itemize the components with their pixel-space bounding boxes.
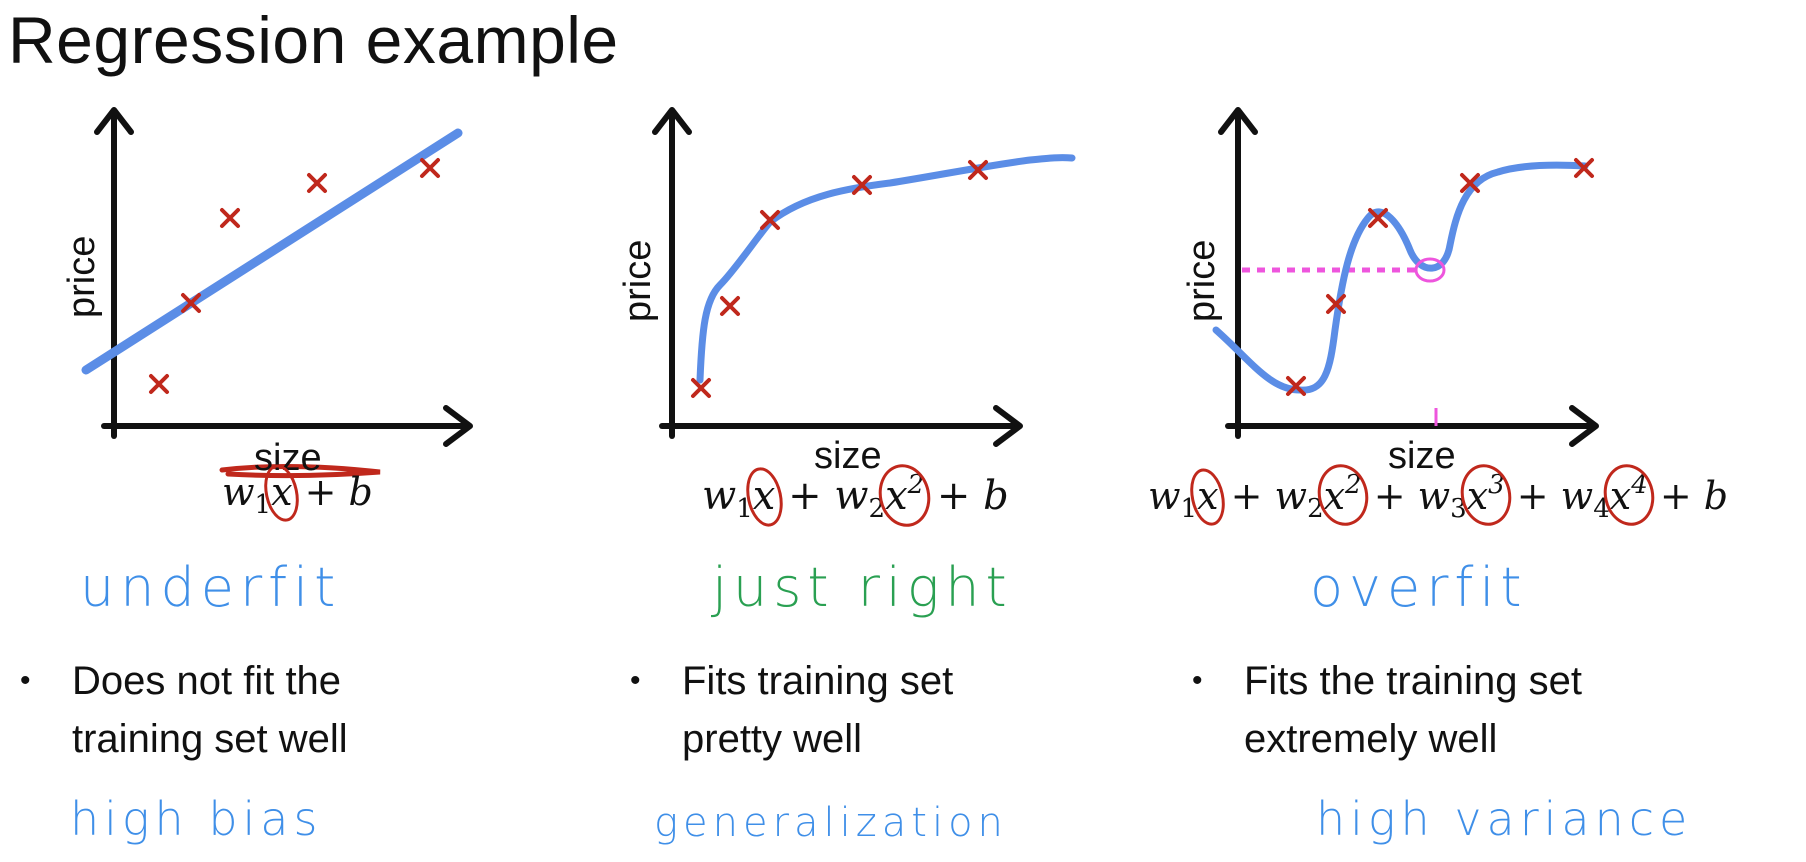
formula-exponent: 3 <box>1488 470 1505 500</box>
data-point <box>1368 208 1388 228</box>
data-point <box>760 210 780 230</box>
data-point <box>220 208 240 228</box>
formula-term: w <box>702 473 737 519</box>
bullet-text: Fits the training set extremely well <box>1244 659 1582 761</box>
formula-term: w <box>222 470 255 514</box>
formula-variable: x <box>271 470 293 514</box>
fit-label-underfit: underfit <box>80 556 342 619</box>
formula-exponent: 2 <box>907 470 925 500</box>
data-point <box>691 378 711 398</box>
bullet-underfit: • Does not fit the training set well <box>20 652 472 768</box>
fit-curve <box>1212 161 1589 394</box>
x-axis-arrow <box>443 405 473 447</box>
y-axis-label: price <box>61 236 103 318</box>
chart-just-right: size price <box>617 107 1076 477</box>
chart-underfit: size price <box>61 107 473 479</box>
fit-curve <box>700 160 1030 385</box>
bullet-text: Fits training set pretty well <box>682 659 954 761</box>
bullet-just-right: • Fits training set pretty well <box>630 652 1062 768</box>
data-point <box>852 175 872 195</box>
bottom-label-high-bias: high bias <box>70 792 323 846</box>
formula-base: x <box>1323 474 1346 518</box>
bottom-label-high-variance: high variance <box>1316 792 1693 846</box>
formula-term: + b <box>936 473 1009 519</box>
formula-term: w <box>1148 474 1181 518</box>
x-axis-arrow <box>1569 405 1599 447</box>
data-point <box>149 374 169 394</box>
x-axis-label: size <box>1388 435 1456 477</box>
axes <box>652 107 1023 447</box>
formula-variable: x2 <box>885 470 924 519</box>
bullet-overfit: • Fits the training set extremely well <box>1192 652 1724 768</box>
fit-label-just-right: just right <box>712 556 1013 619</box>
data-points <box>691 160 988 398</box>
formula-term: + w <box>1230 474 1308 518</box>
y-axis-arrow <box>652 107 692 135</box>
formula-term: + b <box>304 470 373 514</box>
chart-overfit: size price <box>1181 107 1599 477</box>
data-point <box>420 158 440 178</box>
highlight-circle <box>1414 257 1446 283</box>
formula-underfit: w1x + b <box>222 470 373 520</box>
formula-overfit: w1x + w2x2 + w3x3 + w4x4 + b <box>1148 470 1728 524</box>
formula-term: + w <box>1516 474 1594 518</box>
bullet-dot: • <box>1192 664 1203 697</box>
y-axis-label: price <box>1181 240 1223 322</box>
y-axis-label: price <box>617 240 659 322</box>
formula-base: x <box>1466 474 1489 518</box>
data-point <box>968 160 988 180</box>
bullet-text: Does not fit the training set well <box>72 659 348 761</box>
formula-variable: x <box>1197 474 1219 518</box>
data-point <box>1326 294 1346 314</box>
formula-base: x <box>885 473 908 519</box>
y-axis-arrow <box>1218 107 1258 135</box>
data-point <box>307 173 327 193</box>
x-axis-arrow <box>993 405 1023 447</box>
formula-term: + w <box>788 473 869 519</box>
data-points <box>149 158 440 394</box>
data-point <box>1286 376 1306 396</box>
y-axis-arrow <box>94 107 134 135</box>
data-points <box>1286 158 1594 396</box>
bullet-dot: • <box>20 664 31 697</box>
formula-base: x <box>1609 474 1632 518</box>
formula-variable: x3 <box>1467 470 1505 518</box>
formula-exponent: 2 <box>1345 470 1362 500</box>
bottom-label-generalization: generalization <box>654 800 1008 846</box>
formula-term: + b <box>1659 474 1729 518</box>
axes <box>1218 107 1599 447</box>
data-point <box>720 296 740 316</box>
formula-just-right: w1x + w2x2 + b <box>702 470 1009 524</box>
x-axis-label: size <box>814 435 882 477</box>
formula-variable: x4 <box>1610 470 1648 518</box>
formula-exponent: 4 <box>1631 470 1648 500</box>
formula-variable: x2 <box>1324 470 1362 518</box>
bullet-dot: • <box>630 664 641 697</box>
data-point <box>1574 158 1594 178</box>
formula-variable: x <box>752 473 776 519</box>
fit-curve <box>696 154 1076 384</box>
formula-term: + w <box>1373 474 1451 518</box>
data-point <box>181 293 201 313</box>
page-title: Regression example <box>8 3 619 77</box>
fit-label-overfit: overfit <box>1310 556 1528 619</box>
fit-curve <box>81 128 463 375</box>
data-point <box>1460 173 1480 193</box>
axes <box>94 107 473 447</box>
